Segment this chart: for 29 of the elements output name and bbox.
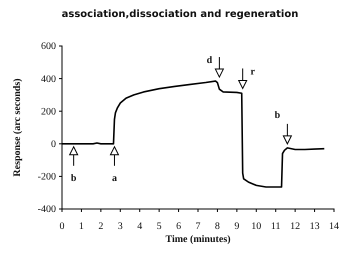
x-tick-label: 3 <box>118 221 123 232</box>
x-tick-label: 11 <box>270 221 281 232</box>
x-tick-label: 0 <box>60 221 64 232</box>
y-tick-label: 0 <box>51 139 56 150</box>
x-tick-label: 8 <box>214 221 220 232</box>
x-tick-label: 12 <box>290 221 300 232</box>
annotation: d <box>206 55 213 66</box>
chart-title: association,dissociation and regeneration <box>62 9 298 20</box>
x-tick-label: 5 <box>156 221 162 232</box>
y-tick-label: 200 <box>41 106 56 118</box>
x-tick-label: 7 <box>196 221 200 232</box>
x-tick-label: 14 <box>329 221 339 232</box>
annotation: b <box>70 172 77 184</box>
x-tick-label: 4 <box>137 221 142 232</box>
x-tick-label: 10 <box>251 221 262 232</box>
y-tick-label: -400 <box>38 204 56 216</box>
annotation: b <box>274 110 281 121</box>
y-tick-label: -200 <box>38 172 56 183</box>
x-axis-title: Time (minutes) <box>165 234 231 245</box>
x-tick-label: 13 <box>310 221 320 232</box>
x-tick-label: 1 <box>78 221 84 232</box>
annotation: r <box>250 66 256 78</box>
x-tick-label: 2 <box>98 221 104 232</box>
y-axis-title: Response (arc seconds) <box>12 78 23 177</box>
y-tick-label: 600 <box>41 41 56 52</box>
x-tick-label: 9 <box>234 221 240 232</box>
y-tick-label: 400 <box>41 74 56 85</box>
annotation: a <box>112 172 117 184</box>
x-tick-label: 6 <box>176 221 182 232</box>
